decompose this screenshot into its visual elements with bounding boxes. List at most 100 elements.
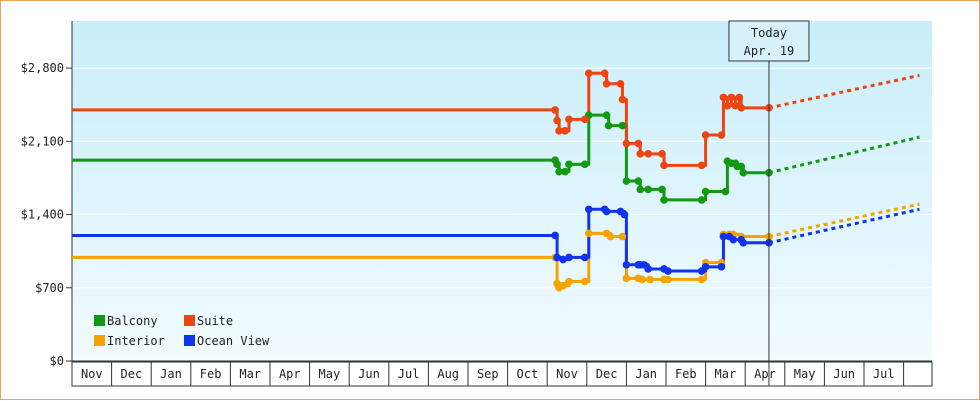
data-point-interior bbox=[646, 275, 654, 284]
data-point-suite bbox=[719, 93, 728, 102]
projection-line-suite bbox=[768, 73, 920, 110]
data-point-balcony bbox=[697, 196, 706, 204]
data-point-suite bbox=[737, 104, 746, 112]
data-point-balcony bbox=[553, 160, 561, 169]
data-point-suite bbox=[658, 150, 666, 158]
data-point-interior bbox=[622, 274, 631, 283]
x-tick-label: Mar bbox=[239, 367, 261, 381]
data-point-ocean-view bbox=[664, 267, 672, 275]
data-point-suite bbox=[660, 161, 668, 170]
x-tick-label: Apr bbox=[754, 367, 776, 381]
data-point-suite bbox=[644, 150, 652, 158]
x-tick-label: Dec bbox=[596, 367, 618, 381]
data-point-ocean-view bbox=[701, 263, 710, 271]
data-point-balcony bbox=[618, 121, 627, 130]
data-point-balcony bbox=[634, 177, 643, 185]
projection-line-balcony bbox=[768, 135, 920, 175]
data-point-suite bbox=[581, 115, 589, 124]
data-point-ocean-view bbox=[581, 253, 589, 262]
x-tick-label: Jun bbox=[358, 367, 380, 381]
today-marker: Today Apr. 19 bbox=[728, 20, 810, 386]
data-point-suite bbox=[717, 131, 726, 139]
x-tick-label: Nov bbox=[556, 367, 578, 381]
x-tick-label: Apr bbox=[279, 367, 301, 381]
data-point-ocean-view bbox=[565, 253, 573, 262]
data-point-suite bbox=[618, 95, 627, 104]
data-point-suite bbox=[561, 127, 569, 135]
data-point-suite bbox=[634, 139, 643, 148]
y-tick-label: $2,800 bbox=[21, 61, 64, 75]
data-point-suite bbox=[602, 79, 611, 88]
data-point-ocean-view bbox=[584, 205, 593, 214]
legend-label: Ocean View bbox=[197, 334, 270, 348]
data-point-ocean-view bbox=[620, 210, 629, 219]
data-point-suite bbox=[723, 101, 732, 110]
x-tick-label: May bbox=[319, 367, 341, 381]
data-point-ocean-view bbox=[739, 238, 748, 247]
data-point-balcony bbox=[644, 185, 652, 194]
data-point-interior bbox=[697, 275, 706, 284]
x-tick-label: Feb bbox=[675, 367, 697, 381]
data-point-suite bbox=[616, 79, 625, 88]
data-point-balcony bbox=[602, 111, 611, 119]
legend-swatch bbox=[94, 335, 105, 346]
data-point-balcony bbox=[555, 167, 563, 176]
data-point-suite bbox=[727, 93, 736, 102]
data-point-balcony bbox=[604, 121, 613, 130]
y-tick-label: $2,100 bbox=[21, 134, 64, 148]
data-point-ocean-view bbox=[719, 232, 728, 241]
data-point-interior bbox=[584, 229, 593, 238]
legend: Balcony Suite Interior Ocean View bbox=[94, 314, 270, 348]
data-point-ocean-view bbox=[602, 207, 611, 216]
data-point-balcony bbox=[739, 168, 748, 177]
y-tick-label: $0 bbox=[50, 354, 64, 368]
data-point-balcony bbox=[737, 162, 746, 171]
legend-swatch bbox=[94, 315, 105, 326]
data-point-balcony bbox=[636, 185, 645, 194]
data-point-balcony bbox=[581, 160, 589, 169]
data-point-suite bbox=[555, 127, 563, 135]
data-point-balcony bbox=[622, 177, 631, 185]
data-point-ocean-view bbox=[729, 235, 738, 244]
data-point-interior bbox=[559, 281, 567, 290]
x-axis-band bbox=[71, 361, 933, 387]
data-point-ocean-view bbox=[553, 253, 561, 262]
data-point-balcony bbox=[701, 187, 710, 196]
data-point-suite bbox=[735, 93, 744, 102]
x-tick-label: Aug bbox=[437, 367, 459, 381]
x-tick-label: Mar bbox=[715, 367, 737, 381]
data-point-balcony bbox=[565, 160, 573, 169]
data-point-balcony bbox=[660, 196, 668, 204]
x-tick-label: Jan bbox=[635, 367, 657, 381]
x-tick-label: Nov bbox=[81, 367, 103, 381]
data-point-balcony bbox=[721, 187, 730, 196]
projection-line-interior bbox=[768, 202, 920, 238]
data-point-ocean-view bbox=[551, 231, 559, 240]
data-point-interior bbox=[565, 277, 573, 286]
data-point-suite bbox=[600, 69, 609, 78]
data-point-ocean-view bbox=[559, 255, 567, 264]
x-tick-label: Jan bbox=[160, 367, 182, 381]
data-point-balcony bbox=[561, 167, 569, 176]
data-point-interior bbox=[606, 232, 615, 241]
projection-line-ocean-view bbox=[768, 207, 920, 245]
today-label: Today bbox=[751, 26, 787, 40]
data-point-suite bbox=[565, 115, 573, 124]
data-point-ocean-view bbox=[644, 265, 652, 273]
data-point-suite bbox=[731, 101, 740, 110]
x-tick-label: Jul bbox=[873, 367, 895, 381]
legend-swatch bbox=[184, 315, 195, 326]
data-point-suite bbox=[553, 116, 561, 125]
data-point-suite bbox=[584, 69, 593, 78]
data-point-interior bbox=[618, 232, 627, 241]
y-tick-label: $1,400 bbox=[21, 208, 64, 222]
data-point-interior bbox=[664, 275, 672, 284]
data-point-suite bbox=[701, 131, 710, 139]
data-point-ocean-view bbox=[717, 263, 726, 271]
today-box bbox=[728, 20, 810, 62]
data-point-balcony bbox=[658, 185, 666, 194]
plot-background bbox=[72, 21, 932, 361]
x-tick-label: Dec bbox=[121, 367, 143, 381]
legend-label: Interior bbox=[107, 334, 165, 348]
